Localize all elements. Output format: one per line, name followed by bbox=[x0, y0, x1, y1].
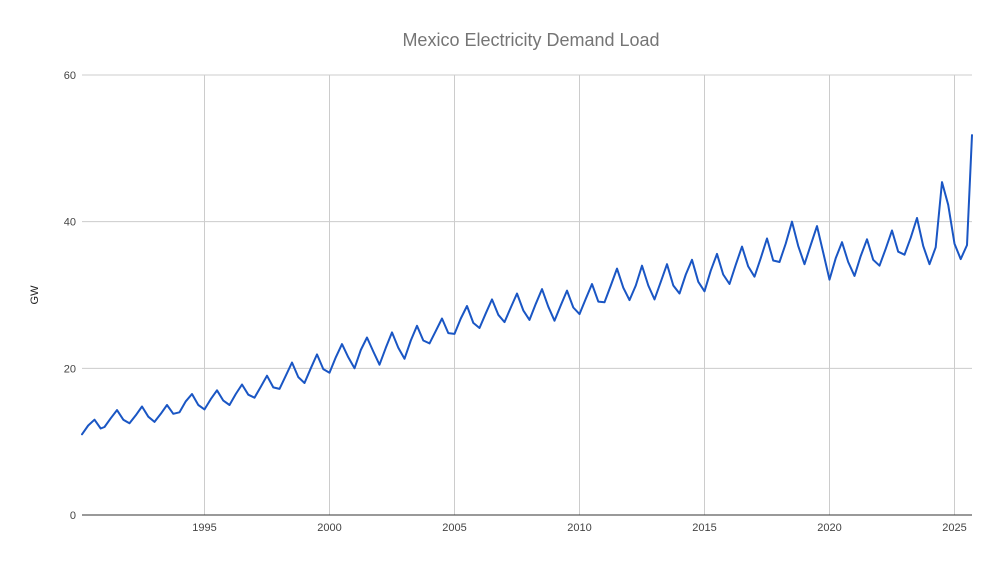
y-axis-label: GW bbox=[29, 285, 41, 305]
x-tick-label: 2010 bbox=[567, 522, 591, 534]
y-tick-label: 0 bbox=[70, 510, 76, 522]
y-tick-label: 40 bbox=[64, 217, 76, 229]
x-tick-label: 2025 bbox=[942, 522, 966, 534]
x-tick-label: 2000 bbox=[317, 522, 341, 534]
series-line-0 bbox=[81, 134, 973, 436]
grid-layer bbox=[82, 74, 972, 516]
tick-layer: 0 20 40 60 1995 2000 2005 2010 2015 2020 2025 bbox=[64, 70, 967, 534]
x-tick-label: 2020 bbox=[817, 522, 841, 534]
y-tick-label: 60 bbox=[64, 70, 76, 82]
x-tick-label: 2015 bbox=[692, 522, 716, 534]
x-tick-label: 1995 bbox=[192, 522, 216, 534]
y-tick-label: 20 bbox=[64, 363, 76, 375]
chart-title: Mexico Electricity Demand Load bbox=[402, 30, 659, 50]
series-layer bbox=[81, 134, 973, 436]
x-tick-label: 2005 bbox=[442, 522, 466, 534]
